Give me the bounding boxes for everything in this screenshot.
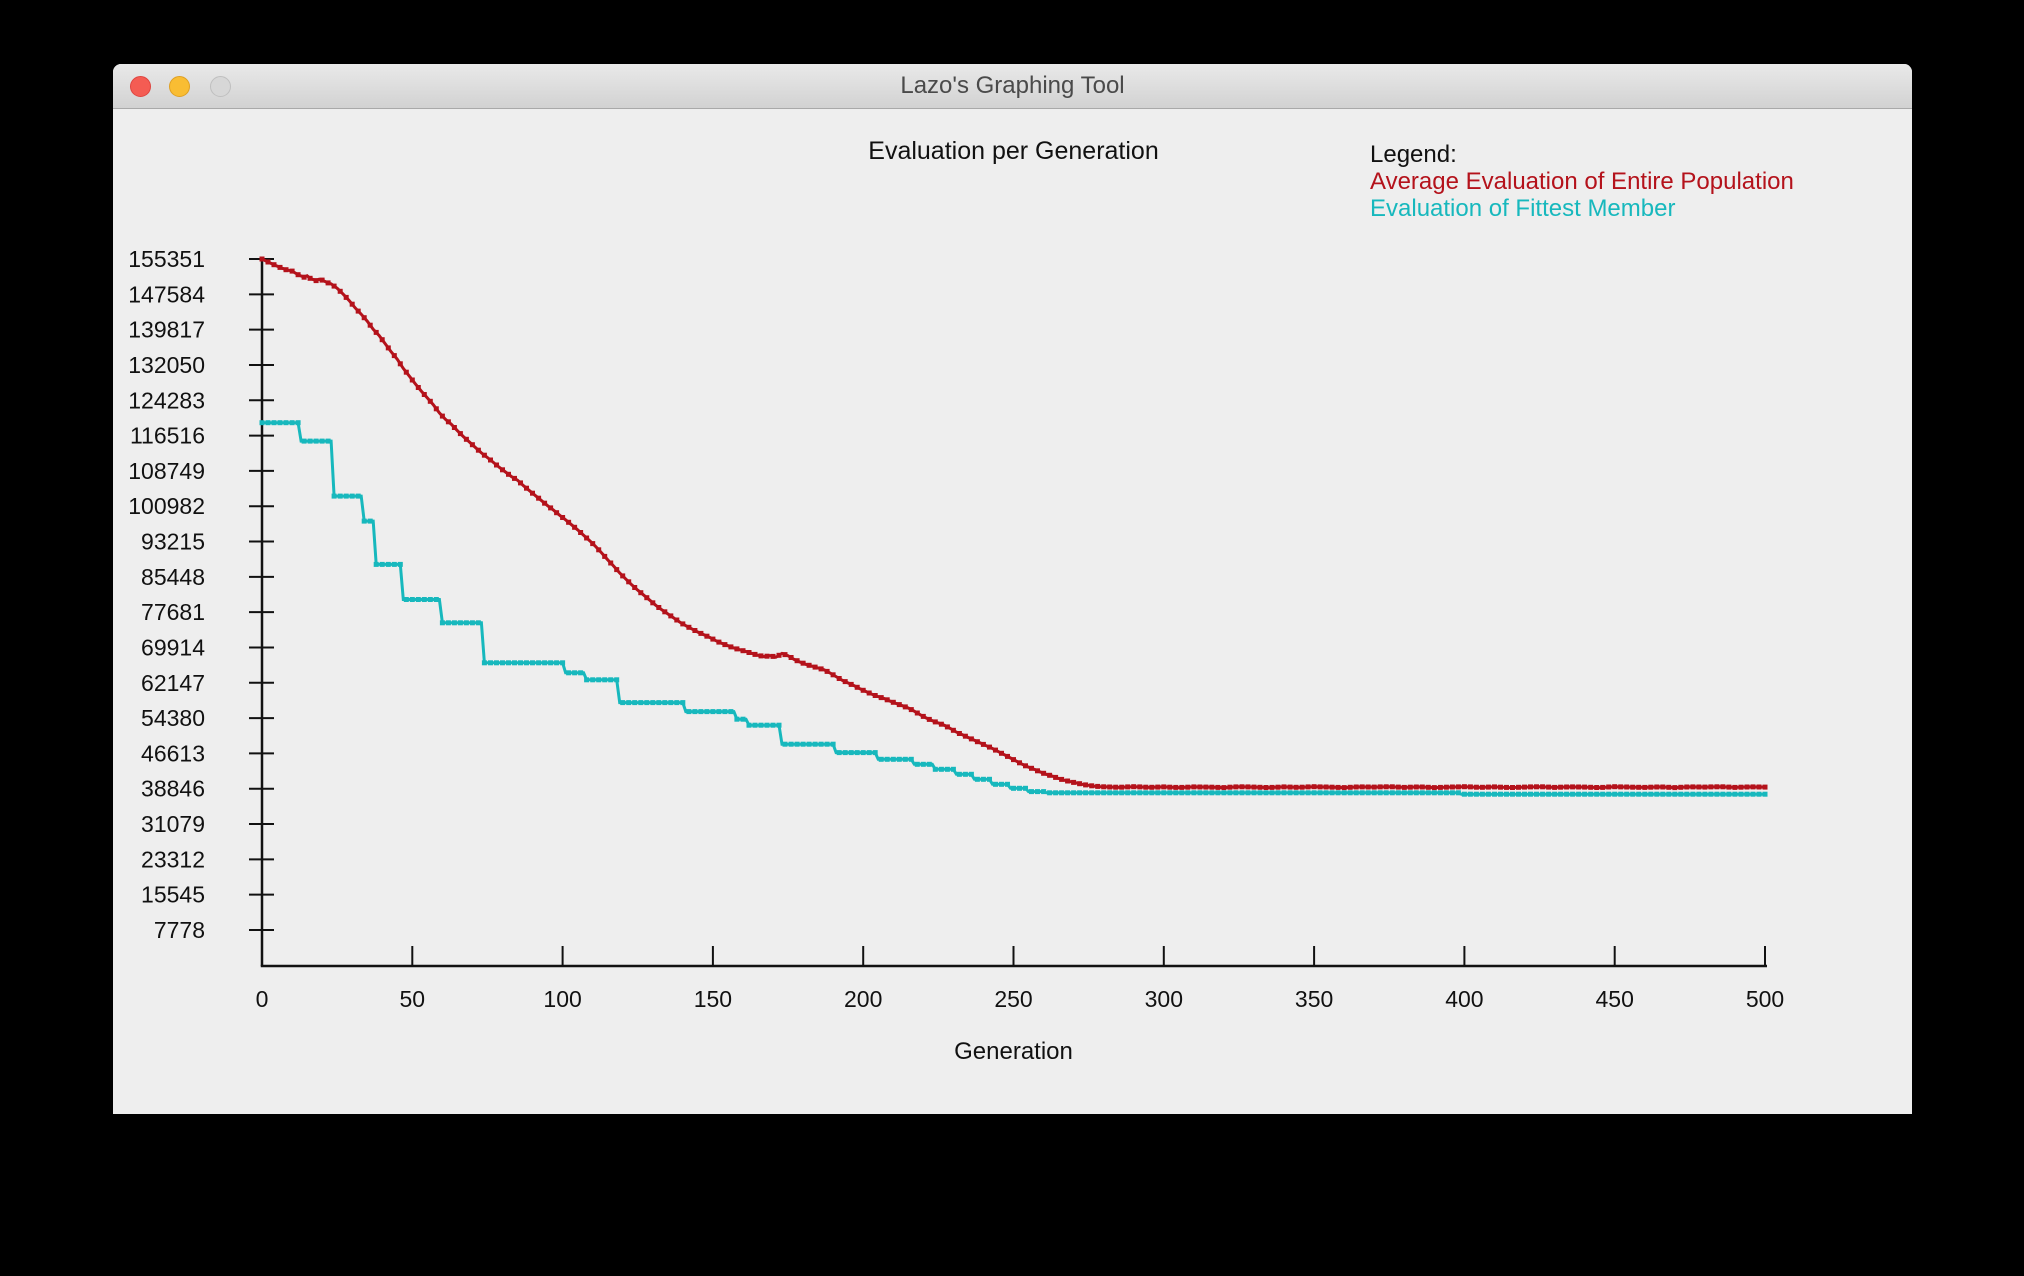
legend-title: Legend: xyxy=(1370,141,1457,168)
y-tick-label: 23312 xyxy=(141,846,205,872)
y-tick-label: 139817 xyxy=(128,317,205,343)
close-button[interactable] xyxy=(130,76,151,97)
x-tick-label: 250 xyxy=(994,986,1032,1012)
window-titlebar[interactable]: Lazo's Graphing Tool xyxy=(113,64,1912,109)
y-tick-label: 108749 xyxy=(128,458,205,484)
x-tick-label: 200 xyxy=(844,986,882,1012)
x-tick-label: 0 xyxy=(256,986,269,1012)
y-tick-label: 155351 xyxy=(128,246,205,272)
y-tick-label: 54380 xyxy=(141,705,205,731)
x-tick-label: 350 xyxy=(1295,986,1333,1012)
x-tick-label: 100 xyxy=(543,986,581,1012)
y-tick-label: 116516 xyxy=(130,423,205,449)
legend-item-average-evaluation: Average Evaluation of Entire Population xyxy=(1370,168,1794,195)
series-line-average xyxy=(261,257,1766,790)
chart-canvas: Evaluation per Generation Generation 15535… xyxy=(128,137,1784,1065)
y-tick-label: 62147 xyxy=(141,670,205,696)
app-window: Lazo's Graphing Tool Evaluation per Gene… xyxy=(113,64,1912,1114)
y-tick-label: 132050 xyxy=(128,352,205,378)
x-tick-label: 150 xyxy=(694,986,732,1012)
chart-legend: Legend: Average Evaluation of Entire Pop… xyxy=(1370,141,1794,222)
x-tick-label: 300 xyxy=(1145,986,1183,1012)
series-markers-average xyxy=(259,256,1768,791)
y-tick-label: 124283 xyxy=(128,387,205,413)
x-tick-label: 450 xyxy=(1596,986,1634,1012)
window-title: Lazo's Graphing Tool xyxy=(900,72,1125,99)
y-tick-label: 85448 xyxy=(141,564,205,590)
y-tick-label: 7778 xyxy=(154,917,205,943)
x-tick-label: 500 xyxy=(1746,986,1784,1012)
y-tick-label: 46613 xyxy=(141,740,205,766)
x-tick-label: 400 xyxy=(1445,986,1483,1012)
y-tick-label: 147584 xyxy=(128,281,205,307)
y-tick-label: 38846 xyxy=(141,776,205,802)
chart-title: Evaluation per Generation xyxy=(868,137,1158,165)
x-tick-label: 50 xyxy=(400,986,426,1012)
y-tick-label: 100982 xyxy=(128,493,205,519)
x-axis-label: Generation xyxy=(954,1038,1073,1065)
minimize-button[interactable] xyxy=(169,76,190,97)
series-line-fittest xyxy=(262,421,1765,796)
y-tick-label: 31079 xyxy=(141,811,205,837)
y-tick-label: 77681 xyxy=(141,599,205,625)
zoom-button-disabled xyxy=(210,76,231,97)
y-tick-label: 15545 xyxy=(141,882,205,908)
y-tick-label: 69914 xyxy=(141,634,205,660)
series-markers-fittest xyxy=(259,420,1768,797)
legend-item-fittest-member: Evaluation of Fittest Member xyxy=(1370,195,1676,222)
y-tick-label: 93215 xyxy=(141,529,205,555)
chart-area: Evaluation per Generation Generation 15535… xyxy=(113,109,1912,1114)
